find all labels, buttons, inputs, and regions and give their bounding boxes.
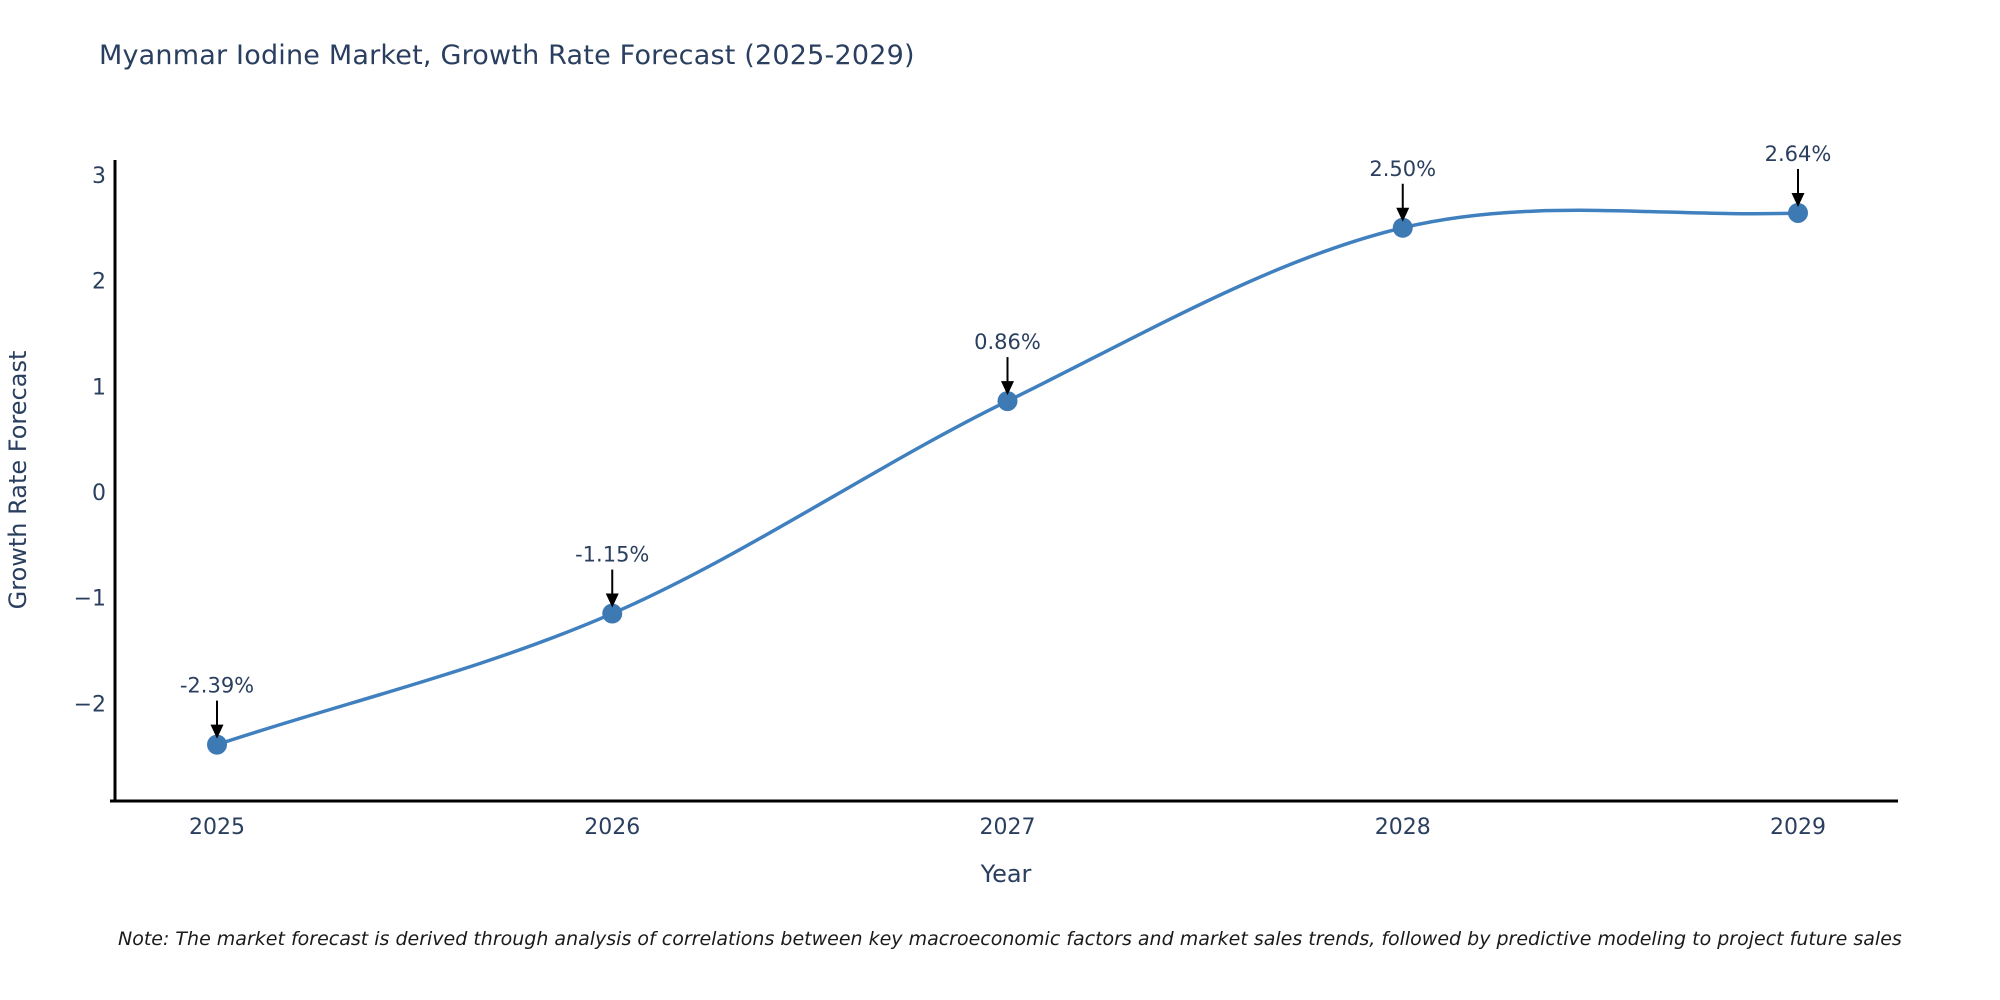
point-annotations: -2.39% -1.15% 0.86% 2.50% 2.64% <box>180 142 1832 739</box>
x-tick-label: 2025 <box>189 815 245 840</box>
point-annotation: 2.50% <box>1369 157 1436 222</box>
data-point-marker[interactable] <box>602 603 623 624</box>
annotation-arrowhead-icon <box>1001 381 1014 396</box>
y-tick-label: 1 <box>92 375 106 400</box>
y-axis-tick-labels: −2 −1 0 1 2 3 <box>74 164 106 718</box>
y-tick-label: −1 <box>74 587 106 612</box>
axes <box>110 160 1898 803</box>
data-point-marker[interactable] <box>997 391 1018 412</box>
y-tick-label: 2 <box>92 270 106 295</box>
x-tick-label: 2028 <box>1375 815 1431 840</box>
data-point-marker[interactable] <box>1392 217 1413 238</box>
data-point-marker[interactable] <box>207 734 227 755</box>
y-tick-label: 3 <box>92 164 106 189</box>
x-tick-label: 2027 <box>980 815 1036 840</box>
x-axis-tick-labels: 2025 2026 2027 2028 2029 <box>189 815 1826 840</box>
point-annotation: -1.15% <box>575 543 649 608</box>
y-axis-title: Growth Rate Forecast <box>4 350 32 610</box>
annotation-arrowhead-icon <box>1396 207 1410 222</box>
x-axis-title: Year <box>980 860 1032 888</box>
data-point-marker[interactable] <box>1788 202 1808 223</box>
point-annotation: 0.86% <box>974 330 1041 396</box>
point-value-label: 2.64% <box>1765 142 1832 166</box>
point-value-label: -1.15% <box>575 543 649 567</box>
point-value-label: 0.86% <box>974 330 1041 354</box>
x-tick-label: 2026 <box>584 815 640 840</box>
point-annotation: 2.64% <box>1765 142 1832 207</box>
annotation-arrowhead-icon <box>1791 192 1805 207</box>
x-tick-label: 2029 <box>1770 815 1826 840</box>
growth-rate-series <box>207 202 1808 755</box>
annotation-arrowhead-icon <box>210 724 224 739</box>
y-tick-label: 0 <box>92 481 106 506</box>
growth-rate-line <box>215 208 1800 747</box>
y-tick-label: −2 <box>74 692 106 717</box>
chart-title: Myanmar Iodine Market, Growth Rate Forec… <box>99 40 915 71</box>
annotation-arrowhead-icon <box>605 593 619 608</box>
point-value-label: -2.39% <box>180 674 254 698</box>
point-value-label: 2.50% <box>1369 157 1436 181</box>
chart-footnote: Note: The market forecast is derived thr… <box>118 928 1902 950</box>
point-annotation: -2.39% <box>180 674 254 739</box>
